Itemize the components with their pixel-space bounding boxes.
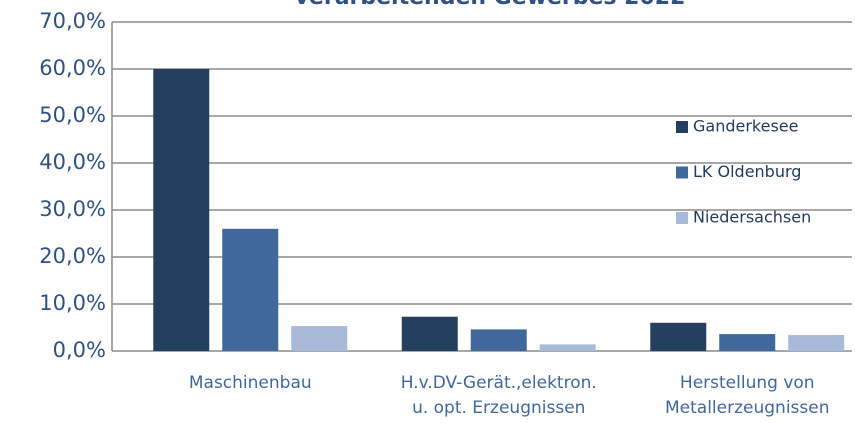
bar (719, 334, 776, 351)
x-tick-label: Maschinenbau (189, 373, 312, 393)
x-tick-label-line: Herstellung von (680, 373, 815, 393)
legend-swatch (676, 166, 688, 179)
legend-swatch (676, 212, 688, 224)
bar (291, 326, 348, 351)
y-tick-label: 30,0% (39, 197, 106, 221)
legend-label: LK Oldenburg (693, 162, 801, 181)
x-tick-label-line: u. opt. Erzeugnissen (412, 398, 585, 418)
legend-label: Ganderkesee (693, 117, 798, 136)
y-tick-label: 60,0% (39, 56, 106, 80)
legend-swatch (676, 121, 688, 133)
x-tick-label-line: Maschinenbau (189, 373, 312, 393)
bar (650, 322, 707, 351)
bar (401, 316, 458, 351)
bar (539, 344, 596, 351)
bar (470, 329, 527, 351)
y-tick-label: 40,0% (39, 150, 106, 174)
y-tick-label: 10,0% (39, 291, 106, 315)
bar (153, 69, 210, 351)
bar (788, 335, 845, 351)
x-tick-label-line: Metallerzeugnissen (665, 398, 830, 418)
x-tick-label-line: H.v.DV-Gerät.,elektron. (401, 373, 597, 393)
y-tick-label: 50,0% (39, 103, 106, 127)
y-tick-label: 20,0% (39, 244, 106, 268)
x-tick-label: H.v.DV-Gerät.,elektron. u. opt. Erzeugnis… (401, 373, 597, 418)
chart-title: verarbeitenden Gewerbes 2022 (295, 0, 686, 10)
y-tick-label: 0,0% (53, 338, 106, 362)
legend-label: Niedersachsen (693, 208, 811, 227)
x-tick-label: Herstellung von Metallerzeugnissen (665, 373, 830, 418)
y-tick-label: 70,0% (39, 9, 106, 33)
bar (222, 228, 279, 351)
